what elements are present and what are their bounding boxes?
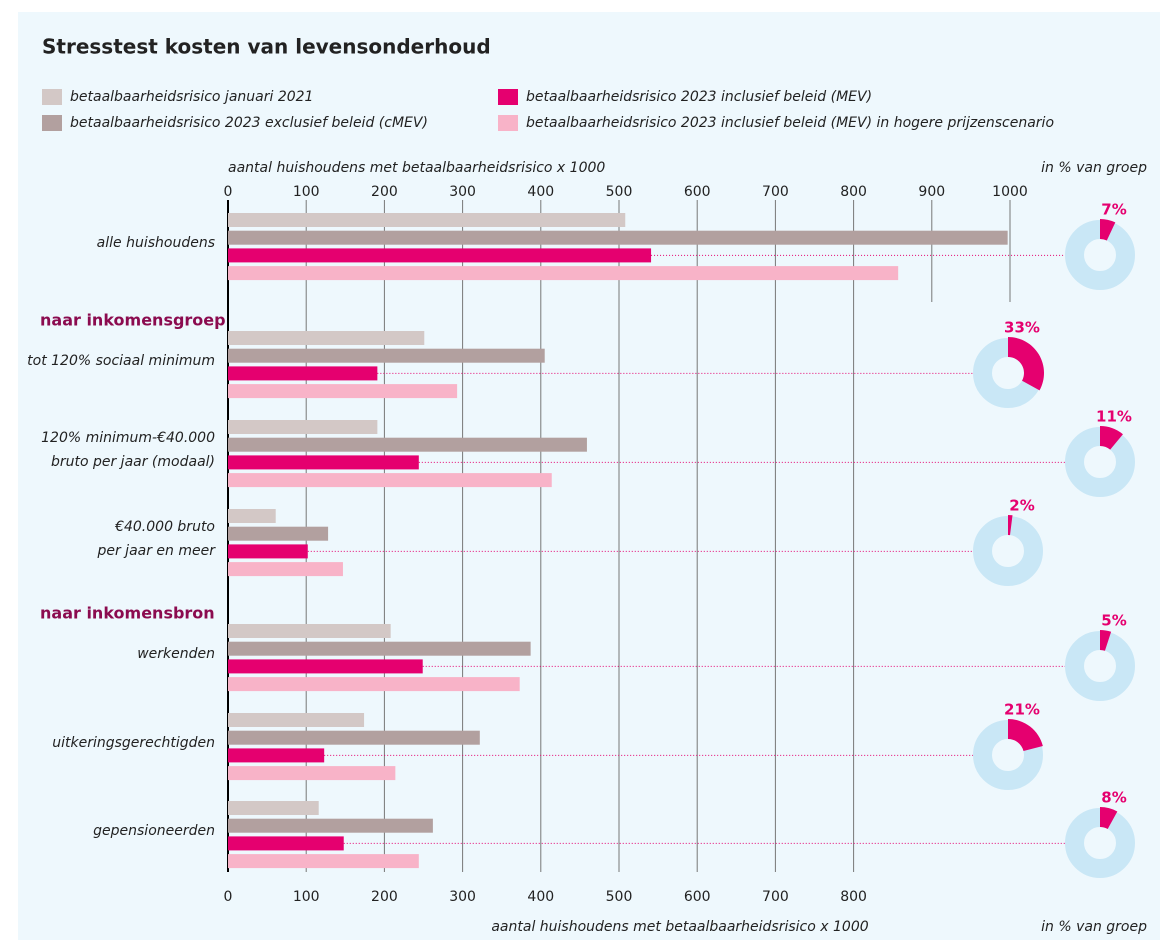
- bar: [228, 384, 458, 399]
- bar: [228, 677, 520, 692]
- legend-swatch: [42, 115, 62, 131]
- x-tick-label: 200: [371, 889, 398, 905]
- share-label: in % van groep: [1041, 919, 1147, 935]
- bar: [228, 526, 329, 541]
- x-tick-label: 400: [527, 184, 554, 200]
- share-label: in % van groep: [1041, 160, 1147, 176]
- donut-slice: [1008, 515, 1013, 536]
- legend-swatch: [42, 89, 62, 105]
- category-label: bruto per jaar (modaal): [51, 454, 215, 470]
- legend-label: betaalbaarheidsrisico 2023 inclusief bel…: [526, 115, 1054, 131]
- bar: [228, 836, 344, 851]
- donut-slice: [1100, 426, 1123, 450]
- share-label: 2%: [1009, 497, 1034, 515]
- bar: [228, 366, 378, 381]
- bar: [228, 641, 531, 656]
- bar: [228, 420, 378, 434]
- category-label: 120% minimum-€40.000: [41, 430, 215, 446]
- donut-slice: [1100, 219, 1116, 241]
- category-label: alle huishoudens: [97, 235, 215, 251]
- bar: [228, 730, 480, 745]
- donut-slice: [1008, 337, 1044, 391]
- group-label: naar inkomensgroep: [40, 311, 226, 330]
- x-tick-label: 1000: [992, 184, 1028, 200]
- x-tick-label: 900: [918, 184, 945, 200]
- category-label: per jaar en meer: [96, 543, 216, 559]
- legend-swatch: [498, 89, 518, 105]
- share-label: 7%: [1101, 201, 1126, 219]
- chart-title: Stresstest kosten van levensonderhoud: [42, 35, 491, 59]
- bar: [228, 348, 545, 363]
- share-label: 5%: [1101, 612, 1126, 630]
- legend-label: betaalbaarheidsrisico 2023 exclusief bel…: [70, 115, 428, 131]
- category-label: gepensioneerden: [93, 823, 215, 839]
- legend-swatch: [498, 115, 518, 131]
- donut-slice: [1100, 630, 1112, 651]
- bar: [228, 801, 319, 815]
- x-tick-label: 300: [449, 889, 476, 905]
- bar: [228, 713, 365, 727]
- bar: [228, 509, 276, 523]
- category-label: €40.000 bruto: [114, 519, 215, 535]
- x-axis-label: aantal huishoudens met betaalbaarheidsri…: [491, 919, 868, 935]
- legend-label: betaalbaarheidsrisico 2023 inclusief bel…: [526, 89, 872, 105]
- x-tick-label: 0: [224, 889, 233, 905]
- bar: [228, 473, 552, 488]
- bar: [228, 854, 419, 869]
- x-tick-label: 800: [840, 184, 867, 200]
- legend-label: betaalbaarheidsrisico januari 2021: [70, 89, 313, 105]
- x-axis-label: aantal huishoudens met betaalbaarheidsri…: [228, 160, 605, 176]
- bar: [228, 624, 391, 638]
- bar: [228, 213, 626, 227]
- x-tick-label: 800: [840, 889, 867, 905]
- bar: [228, 437, 587, 452]
- x-tick-label: 500: [606, 889, 633, 905]
- group-label: naar inkomensbron: [40, 604, 215, 623]
- bar: [228, 230, 1008, 245]
- bar: [228, 659, 423, 674]
- x-tick-label: 400: [527, 889, 554, 905]
- category-label: tot 120% sociaal minimum: [27, 353, 215, 369]
- x-tick-label: 100: [293, 889, 320, 905]
- x-tick-label: 200: [371, 184, 398, 200]
- category-label: uitkeringsgerechtigden: [52, 735, 215, 751]
- donut-slice: [1008, 719, 1043, 752]
- bar: [228, 818, 433, 833]
- category-label: werkenden: [137, 646, 215, 662]
- x-tick-label: 300: [449, 184, 476, 200]
- bar: [228, 331, 425, 345]
- x-tick-label: 0: [224, 184, 233, 200]
- x-tick-label: 700: [762, 184, 789, 200]
- x-tick-label: 600: [684, 889, 711, 905]
- panel: [18, 12, 1160, 940]
- x-tick-label: 600: [684, 184, 711, 200]
- x-tick-label: 700: [762, 889, 789, 905]
- bar: [228, 766, 396, 781]
- bar: [228, 544, 308, 559]
- bar: [228, 266, 899, 281]
- share-label: 11%: [1096, 408, 1132, 426]
- donut-slice: [1100, 807, 1118, 829]
- x-tick-label: 100: [293, 184, 320, 200]
- bar: [228, 562, 343, 577]
- share-label: 8%: [1101, 789, 1126, 807]
- share-label: 33%: [1004, 319, 1040, 337]
- bar: [228, 455, 419, 470]
- share-label: 21%: [1004, 701, 1040, 719]
- bar: [228, 748, 325, 763]
- x-tick-label: 500: [606, 184, 633, 200]
- bar: [228, 248, 652, 263]
